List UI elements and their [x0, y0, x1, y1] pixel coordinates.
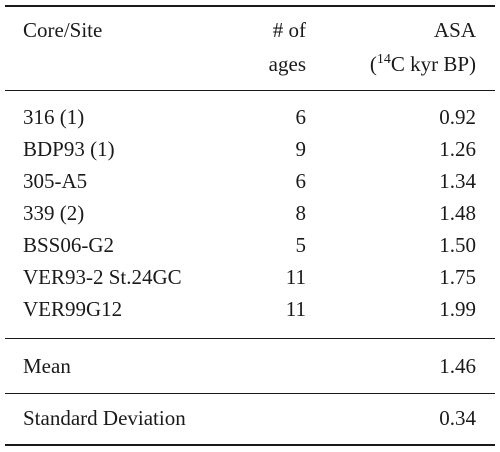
row-site: 305-A5	[23, 169, 88, 193]
row-asa: 1.48	[439, 201, 476, 225]
row-ages: 11	[285, 297, 306, 321]
mean-value: 1.46	[439, 354, 476, 378]
row-site: BSS06-G2	[23, 233, 115, 257]
row-ages: 5	[295, 233, 307, 257]
row-asa: 1.75	[439, 265, 476, 289]
row-ages: 9	[295, 137, 307, 161]
header-asa-units: (14C kyr BP)	[370, 52, 476, 76]
header-asa-line1: ASA	[433, 18, 476, 42]
std-rule	[5, 393, 495, 394]
row-site: BDP93 (1)	[23, 137, 115, 161]
row-asa: 1.50	[439, 233, 476, 257]
row-ages: 11	[285, 265, 306, 289]
header-asa-units-sup: 14	[376, 52, 391, 67]
header-asa-units-rest: C kyr BP)	[390, 52, 476, 76]
header-core-site: Core/Site	[23, 18, 103, 42]
row-ages: 6	[295, 105, 307, 129]
row-ages: 8	[295, 201, 307, 225]
header-rule	[5, 90, 495, 91]
row-site: 339 (2)	[23, 201, 85, 225]
row-ages: 6	[295, 169, 307, 193]
std-value: 0.34	[439, 406, 476, 430]
row-site: 316 (1)	[23, 105, 85, 129]
top-rule	[5, 5, 495, 7]
row-asa: 1.26	[439, 137, 476, 161]
mean-label: Mean	[23, 354, 71, 378]
row-asa: 1.99	[439, 297, 476, 321]
row-asa: 0.92	[439, 105, 476, 129]
bottom-rule	[5, 444, 495, 446]
row-site: VER93-2 St.24GC	[23, 265, 182, 289]
row-site: VER99G12	[23, 297, 123, 321]
header-num-ages-line2: ages	[268, 52, 306, 76]
mean-rule	[5, 338, 495, 339]
std-label: Standard Deviation	[23, 406, 186, 430]
row-asa: 1.34	[439, 169, 476, 193]
header-num-ages-line1: # of	[272, 18, 306, 42]
header-asa-units-open: (	[369, 52, 377, 76]
